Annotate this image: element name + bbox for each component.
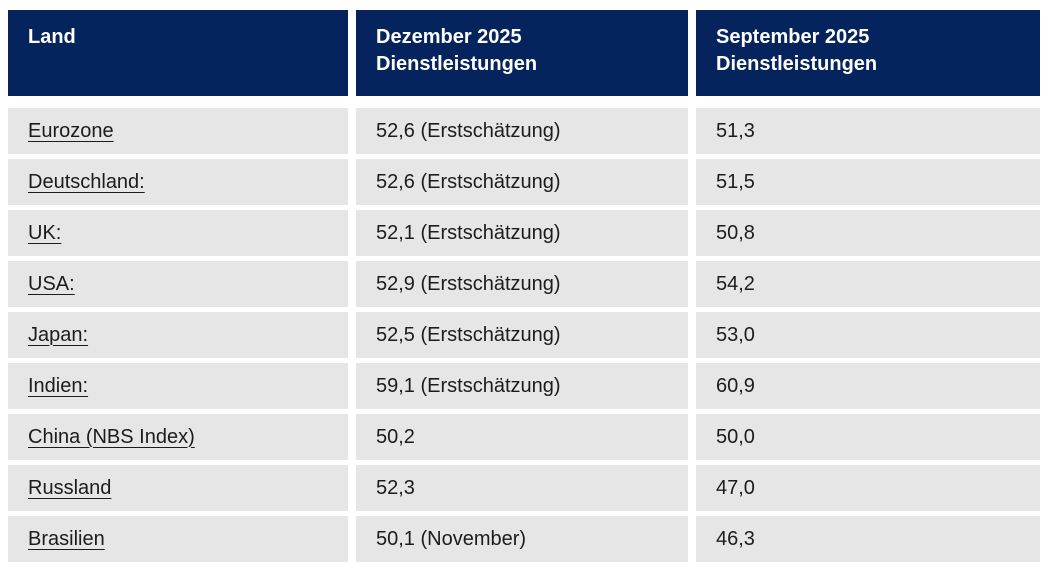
- dezember-value-cell: 52,3: [356, 465, 688, 511]
- country-cell: Deutschland:: [8, 159, 348, 205]
- september-value-cell: 51,5: [696, 159, 1040, 205]
- table-row: Eurozone 52,6 (Erstschätzung) 51,3: [8, 108, 1040, 154]
- table-row: USA: 52,9 (Erstschätzung) 54,2: [8, 261, 1040, 307]
- september-value-cell: 50,8: [696, 210, 1040, 256]
- table-row: Russland 52,3 47,0: [8, 465, 1040, 511]
- table-row: Brasilien 50,1 (November) 46,3: [8, 516, 1040, 562]
- country-cell: UK:: [8, 210, 348, 256]
- column-header-september-2025: September 2025 Dienstleistungen: [696, 10, 1040, 96]
- country-link[interactable]: China (NBS Index): [28, 425, 195, 448]
- september-value-cell: 51,3: [696, 108, 1040, 154]
- table-row: UK: 52,1 (Erstschätzung) 50,8: [8, 210, 1040, 256]
- column-header-dezember-2025: Dezember 2025 Dienstleistungen: [356, 10, 688, 96]
- country-cell: Japan:: [8, 312, 348, 358]
- september-value-cell: 46,3: [696, 516, 1040, 562]
- dezember-value-cell: 50,1 (November): [356, 516, 688, 562]
- country-link[interactable]: Indien:: [28, 374, 89, 397]
- country-cell: China (NBS Index): [8, 414, 348, 460]
- dezember-value-cell: 50,2: [356, 414, 688, 460]
- september-value-cell: 53,0: [696, 312, 1040, 358]
- pmi-services-table: Land Dezember 2025 Dienstleistungen Sept…: [8, 10, 1040, 562]
- country-link[interactable]: Russland: [28, 476, 112, 499]
- country-link[interactable]: UK:: [28, 221, 62, 244]
- column-header-land: Land: [8, 10, 348, 96]
- country-cell: USA:: [8, 261, 348, 307]
- header-row: Land Dezember 2025 Dienstleistungen Sept…: [8, 10, 1040, 96]
- table-body: Eurozone 52,6 (Erstschätzung) 51,3 Deuts…: [8, 108, 1040, 562]
- september-value-cell: 50,0: [696, 414, 1040, 460]
- dezember-value-cell: 52,6 (Erstschätzung): [356, 108, 688, 154]
- dezember-value-cell: 52,5 (Erstschätzung): [356, 312, 688, 358]
- country-cell: Brasilien: [8, 516, 348, 562]
- table-row: China (NBS Index) 50,2 50,0: [8, 414, 1040, 460]
- country-cell: Russland: [8, 465, 348, 511]
- dezember-value-cell: 59,1 (Erstschätzung): [356, 363, 688, 409]
- country-cell: Indien:: [8, 363, 348, 409]
- country-link[interactable]: Japan:: [28, 323, 89, 346]
- september-value-cell: 60,9: [696, 363, 1040, 409]
- country-link[interactable]: Deutschland:: [28, 170, 145, 193]
- dezember-value-cell: 52,6 (Erstschätzung): [356, 159, 688, 205]
- dezember-value-cell: 52,9 (Erstschätzung): [356, 261, 688, 307]
- table-row: Indien: 59,1 (Erstschätzung) 60,9: [8, 363, 1040, 409]
- september-value-cell: 47,0: [696, 465, 1040, 511]
- country-link[interactable]: USA:: [28, 272, 75, 295]
- country-link[interactable]: Eurozone: [28, 119, 114, 142]
- country-cell: Eurozone: [8, 108, 348, 154]
- september-value-cell: 54,2: [696, 261, 1040, 307]
- dezember-value-cell: 52,1 (Erstschätzung): [356, 210, 688, 256]
- table-row: Deutschland: 52,6 (Erstschätzung) 51,5: [8, 159, 1040, 205]
- country-link[interactable]: Brasilien: [28, 527, 105, 550]
- table-row: Japan: 52,5 (Erstschätzung) 53,0: [8, 312, 1040, 358]
